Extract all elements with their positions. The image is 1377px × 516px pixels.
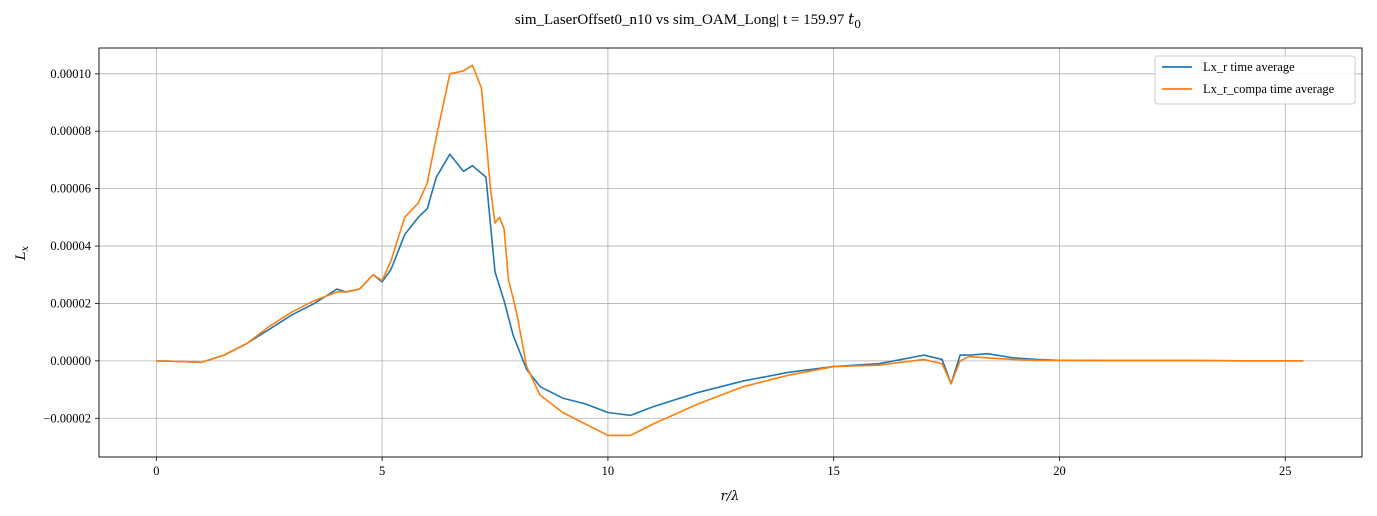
series-line-0 bbox=[156, 153, 1304, 417]
grid bbox=[99, 48, 1362, 457]
legend: Lx_r time average Lx_r_compa time averag… bbox=[1154, 55, 1356, 105]
y-tick-label: 0.00006 bbox=[50, 182, 91, 196]
y-axis-label: Lx bbox=[14, 246, 31, 262]
plot-area bbox=[98, 47, 1363, 458]
series-line-1 bbox=[156, 64, 1304, 437]
x-axis-ticks: 0 5 10 15 20 25 bbox=[153, 457, 1291, 478]
x-tick-label: 0 bbox=[153, 464, 159, 478]
y-axis-ticks: −0.00002 0.00000 0.00002 0.00004 0.00006 0.00… bbox=[43, 67, 99, 425]
x-tick-label: 10 bbox=[602, 464, 615, 478]
legend-label-lx-r-compa: Lx_r_compa time average bbox=[1203, 82, 1335, 96]
y-tick-label: 0.00004 bbox=[50, 239, 91, 253]
legend-box bbox=[1154, 55, 1356, 105]
y-tick-label: 0.00010 bbox=[50, 67, 91, 81]
y-tick-label: 0.00008 bbox=[50, 124, 91, 138]
x-tick-label: 20 bbox=[1053, 464, 1066, 478]
x-tick-label: 25 bbox=[1279, 464, 1292, 478]
y-tick-label: 0.00000 bbox=[50, 354, 91, 368]
legend-label-lx-r: Lx_r time average bbox=[1203, 60, 1295, 74]
y-tick-label: 0.00002 bbox=[50, 296, 91, 310]
x-tick-label: 15 bbox=[827, 464, 840, 478]
x-axis-label: r/λ bbox=[721, 489, 740, 504]
x-tick-label: 5 bbox=[379, 464, 385, 478]
y-tick-label: −0.00002 bbox=[43, 411, 91, 425]
chart-title: sim_LaserOffset0_n10 vs sim_OAM_Long| t … bbox=[515, 10, 861, 31]
series-lines bbox=[156, 64, 1304, 437]
